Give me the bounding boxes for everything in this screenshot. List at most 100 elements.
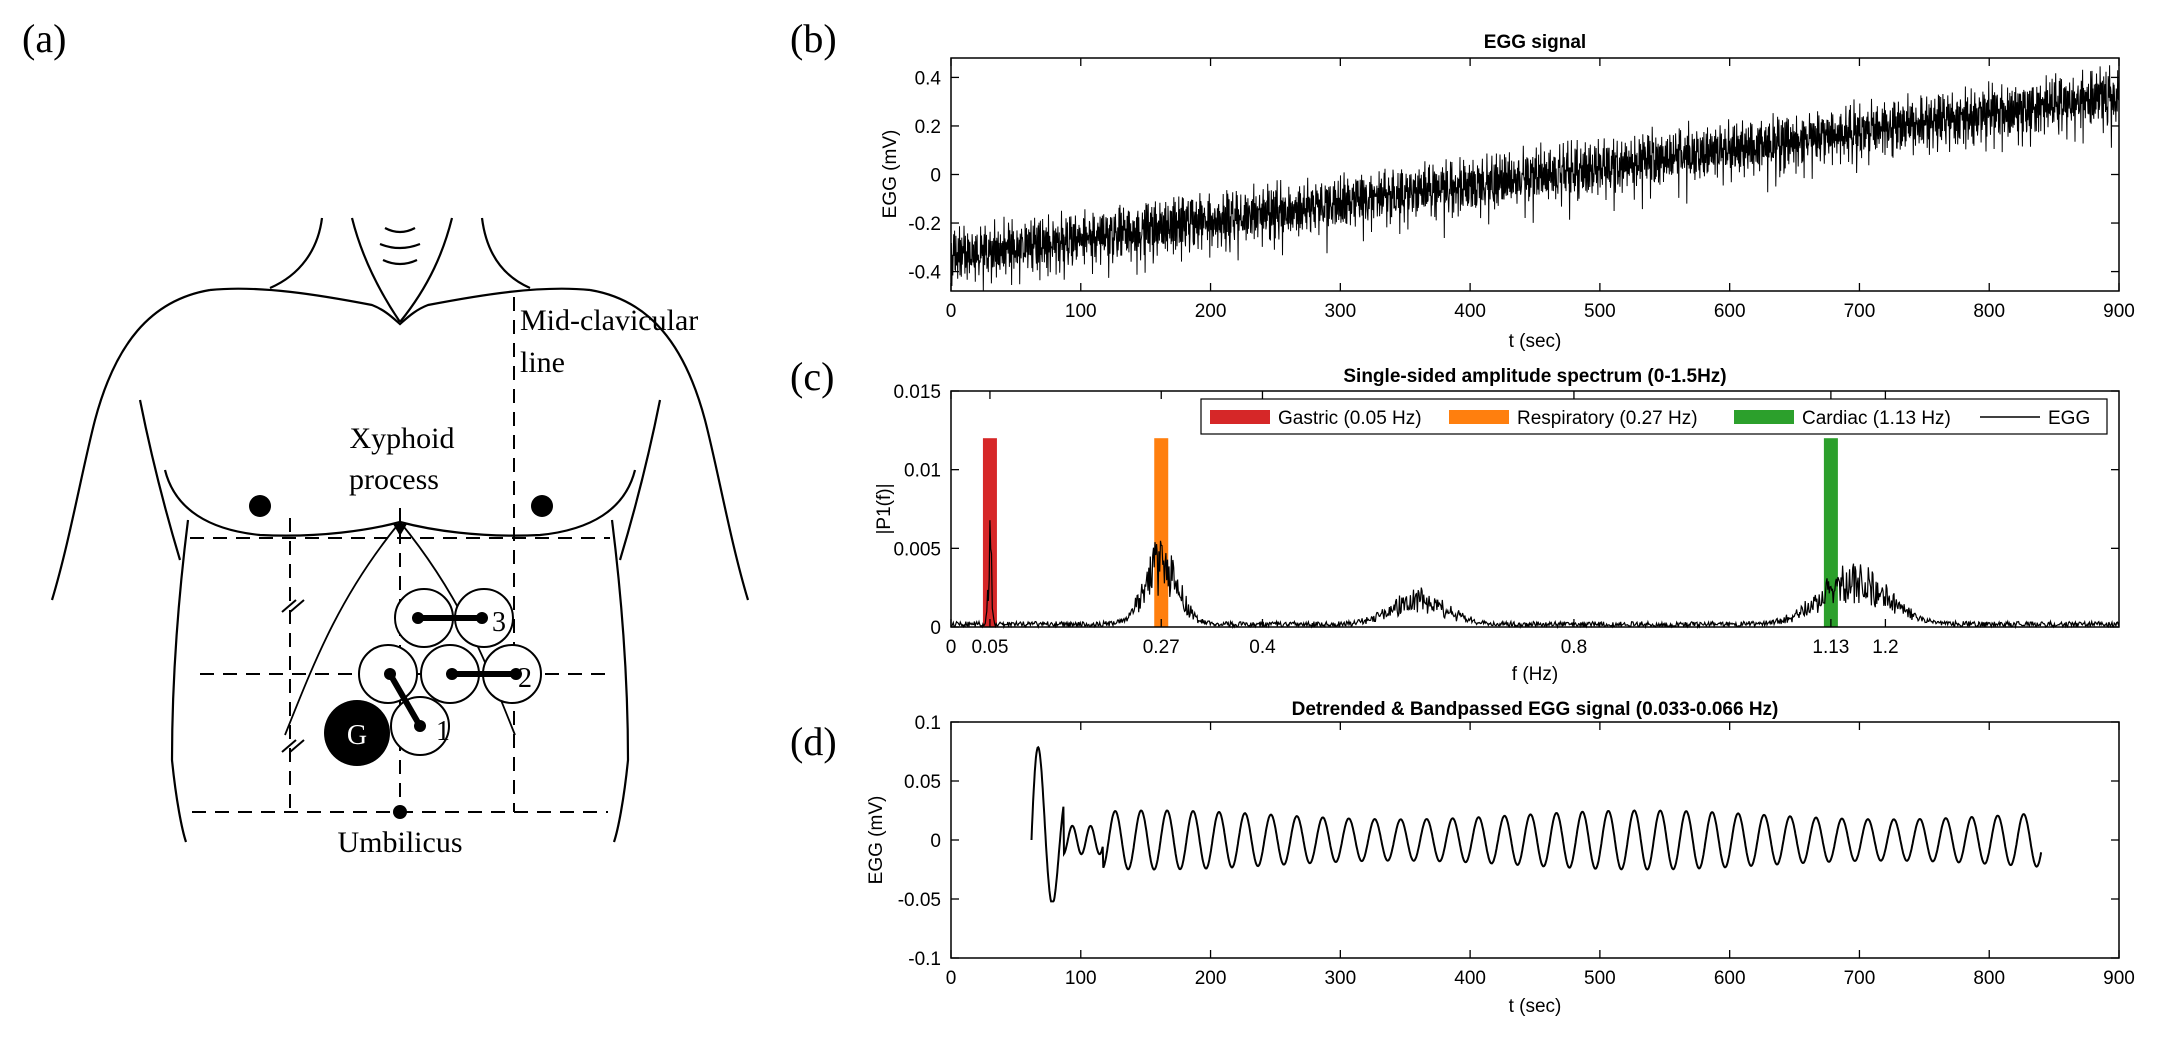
y-tick-label: 0 [930,166,941,187]
break-marks [281,599,305,753]
x-tick-label: 600 [1714,968,1746,989]
x-tick-label: 200 [1195,301,1227,322]
ground-electrode [324,700,390,766]
x-tick-label: 700 [1844,301,1876,322]
x-tick-label: 100 [1065,968,1097,989]
bandpassed-signal-line [1030,745,2043,903]
y-tick-label: -0.05 [898,890,941,911]
x-tick-label: 1.2 [1872,637,1898,658]
y-axis-label: EGG (mV) [866,796,887,885]
right-torso-side [610,519,630,843]
break-mark [281,739,297,753]
umbilicus-label: Umbilicus [338,826,463,859]
y-axis-label: |P1(f)| [874,483,895,534]
right-nipple [531,495,553,517]
y-tick-label: -0.1 [908,949,941,970]
y-tick-label: 0.1 [915,713,941,734]
right-arm-outline [589,288,750,601]
y-tick-label: 0.01 [904,461,941,482]
ground-label: G [347,720,367,751]
xyphoid-arrow-head [393,524,407,536]
plot-frame [950,721,2120,959]
x-tick-label: 800 [1973,301,2005,322]
neck-side-left [269,217,324,290]
neck-side-right [480,217,531,290]
x-tick-label: 300 [1324,968,1356,989]
y-axis-label: EGG (mV) [880,130,901,219]
panel-label-d: (d) [790,719,837,764]
mid-clavicular-label-line1: Mid-clavicular [520,304,698,337]
break-mark [289,739,305,753]
electrode-dot [510,668,522,680]
egg-signal-line [950,65,2120,292]
chart-title: EGG signal [1484,32,1586,53]
chart-amplitude-spectrum: Single-sided amplitude spectrum (0-1.5Hz… [874,366,2120,685]
x-tick-label: 0.8 [1561,637,1587,658]
y-tick-label: -0.2 [908,214,941,235]
electrode-leads [387,615,519,729]
electrode-label-1: 1 [436,716,450,747]
umbilicus-dot [393,805,407,819]
electrode-label-3: 3 [492,607,506,638]
x-tick-label: 0.05 [971,637,1008,658]
legend-swatch-gastric [1210,410,1270,424]
x-tick-label: 700 [1844,968,1876,989]
legend-box [1200,398,2108,435]
neck-crease-2 [379,242,421,250]
x-tick-label: 800 [1973,968,2005,989]
electrode-dot [414,720,426,732]
torso-diagram [50,217,750,843]
left-nipple [249,495,271,517]
band-respiratory [1154,438,1169,627]
x-tick-label: 0 [946,301,957,322]
x-tick-label: 900 [2103,301,2135,322]
break-mark [289,599,305,613]
x-ticks: 0 100 200 300 400 500 600 700 800 900 [946,58,2135,322]
electrode-dot [384,668,396,680]
x-tick-label: 100 [1065,301,1097,322]
legend: Gastric (0.05 Hz) Respiratory (0.27 Hz) … [1200,398,2108,435]
y-ticks: 0.4 0.2 0 -0.2 -0.4 [908,68,2119,284]
chart-title: Detrended & Bandpassed EGG signal (0.033… [1292,699,1779,720]
x-ticks: 0 100 200 300 400 500 600 700 800 900 [946,722,2135,989]
x-tick-label: 0.4 [1249,637,1276,658]
xyphoid-label-line2: process [349,463,439,496]
frequency-bands [982,438,1838,627]
legend-label-respiratory: Respiratory (0.27 Hz) [1517,408,1698,429]
legend-swatch-respiratory [1449,410,1509,424]
x-tick-label: 1.13 [1812,637,1849,658]
panel-label-c: (c) [790,354,834,399]
electrode-dot [412,612,424,624]
x-tick-label: 400 [1454,301,1486,322]
x-tick-label: 500 [1584,968,1616,989]
y-ticks: 0.1 0.05 0 -0.05 -0.1 [898,713,2119,970]
xyphoid-label-line1: Xyphoid [350,422,455,455]
break-mark [281,599,297,613]
electrode-dots [384,612,522,732]
spectrum-line [950,520,2120,630]
legend-label-cardiac: Cardiac (1.13 Hz) [1802,408,1951,429]
x-tick-label: 0 [946,968,957,989]
y-tick-label: 0.015 [893,382,941,403]
y-tick-label: -0.4 [908,263,941,284]
neck-left-line [350,217,401,323]
electrode-dot [446,668,458,680]
x-ticks: 0 0.05 0.27 0.4 0.8 1.13 1.2 [946,391,1899,658]
y-tick-label: 0.005 [893,539,941,560]
x-tick-label: 0.27 [1143,637,1180,658]
lead-1 [387,671,423,729]
x-tick-label: 500 [1584,301,1616,322]
x-tick-label: 900 [2103,968,2135,989]
left-armpit-line [138,399,182,561]
x-axis-label: f (Hz) [1512,664,1558,685]
plot-frame [950,390,2120,628]
y-tick-label: 0.4 [915,68,942,89]
neck-crease-3 [382,258,418,266]
electrode-dot [476,612,488,624]
legend-swatch-cardiac [1734,410,1794,424]
chart-bandpassed-signal: Detrended & Bandpassed EGG signal (0.033… [866,699,2135,1017]
chart-egg-signal: EGG signal 0 100 200 300 400 500 600 700 800 900 … [880,32,2135,352]
left-arm-outline [50,288,211,601]
y-ticks: 0.015 0.01 0.005 0 [893,382,2119,639]
panel-label-a: (a) [22,16,66,61]
